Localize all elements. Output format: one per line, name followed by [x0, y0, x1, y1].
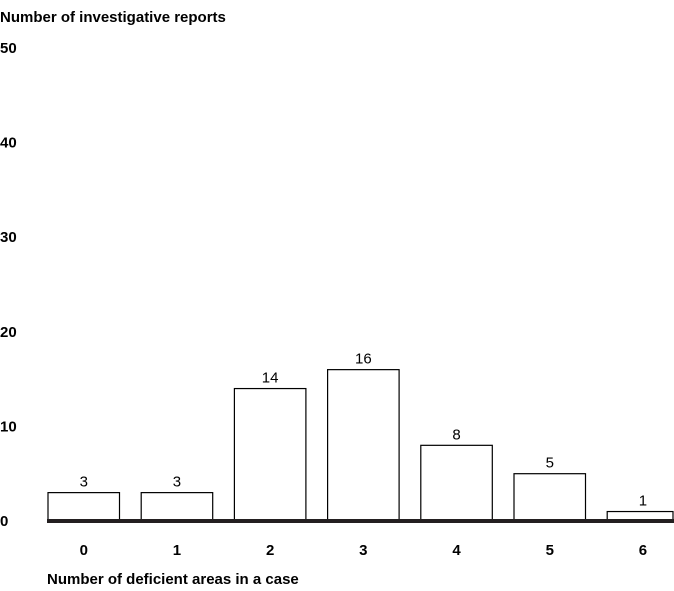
- x-tick-label: 6: [639, 542, 647, 559]
- data-label: 14: [262, 370, 279, 387]
- y-tick-label: 20: [0, 324, 17, 341]
- data-label: 1: [639, 493, 647, 510]
- data-label: 5: [546, 455, 554, 472]
- bar: [513, 473, 587, 522]
- x-tick-labels: 0 1 2 3 4 5 6: [80, 542, 648, 559]
- x-tick-label: 4: [452, 542, 461, 559]
- x-tick-label: 3: [359, 542, 367, 559]
- x-tick-label: 2: [266, 542, 274, 559]
- x-tick-label: 5: [546, 542, 554, 559]
- x-axis-line: [47, 519, 674, 523]
- y-tick-label: 30: [0, 229, 17, 246]
- bar: [420, 444, 493, 522]
- data-label: 3: [173, 474, 181, 491]
- y-tick-label: 0: [0, 513, 8, 530]
- bars: [47, 369, 674, 522]
- bar: [47, 492, 121, 522]
- data-labels: 3 3 14 16 8 5 1: [80, 351, 648, 510]
- bar: [327, 369, 400, 522]
- y-tick-label: 10: [0, 418, 17, 435]
- x-axis-title: Number of deficient areas in a case: [47, 571, 299, 588]
- data-label: 16: [355, 351, 372, 368]
- data-label: 3: [80, 474, 88, 491]
- x-tick-label: 1: [173, 542, 181, 559]
- data-label: 8: [452, 426, 460, 443]
- y-tick-label: 50: [0, 40, 17, 57]
- y-tick-label: 40: [0, 135, 17, 152]
- x-tick-label: 0: [80, 542, 88, 559]
- bar: [233, 387, 307, 522]
- y-axis-title: Number of investigative reports: [0, 9, 226, 26]
- y-tick-labels: 0 10 20 30 40 50: [0, 40, 17, 530]
- bar: [140, 492, 214, 522]
